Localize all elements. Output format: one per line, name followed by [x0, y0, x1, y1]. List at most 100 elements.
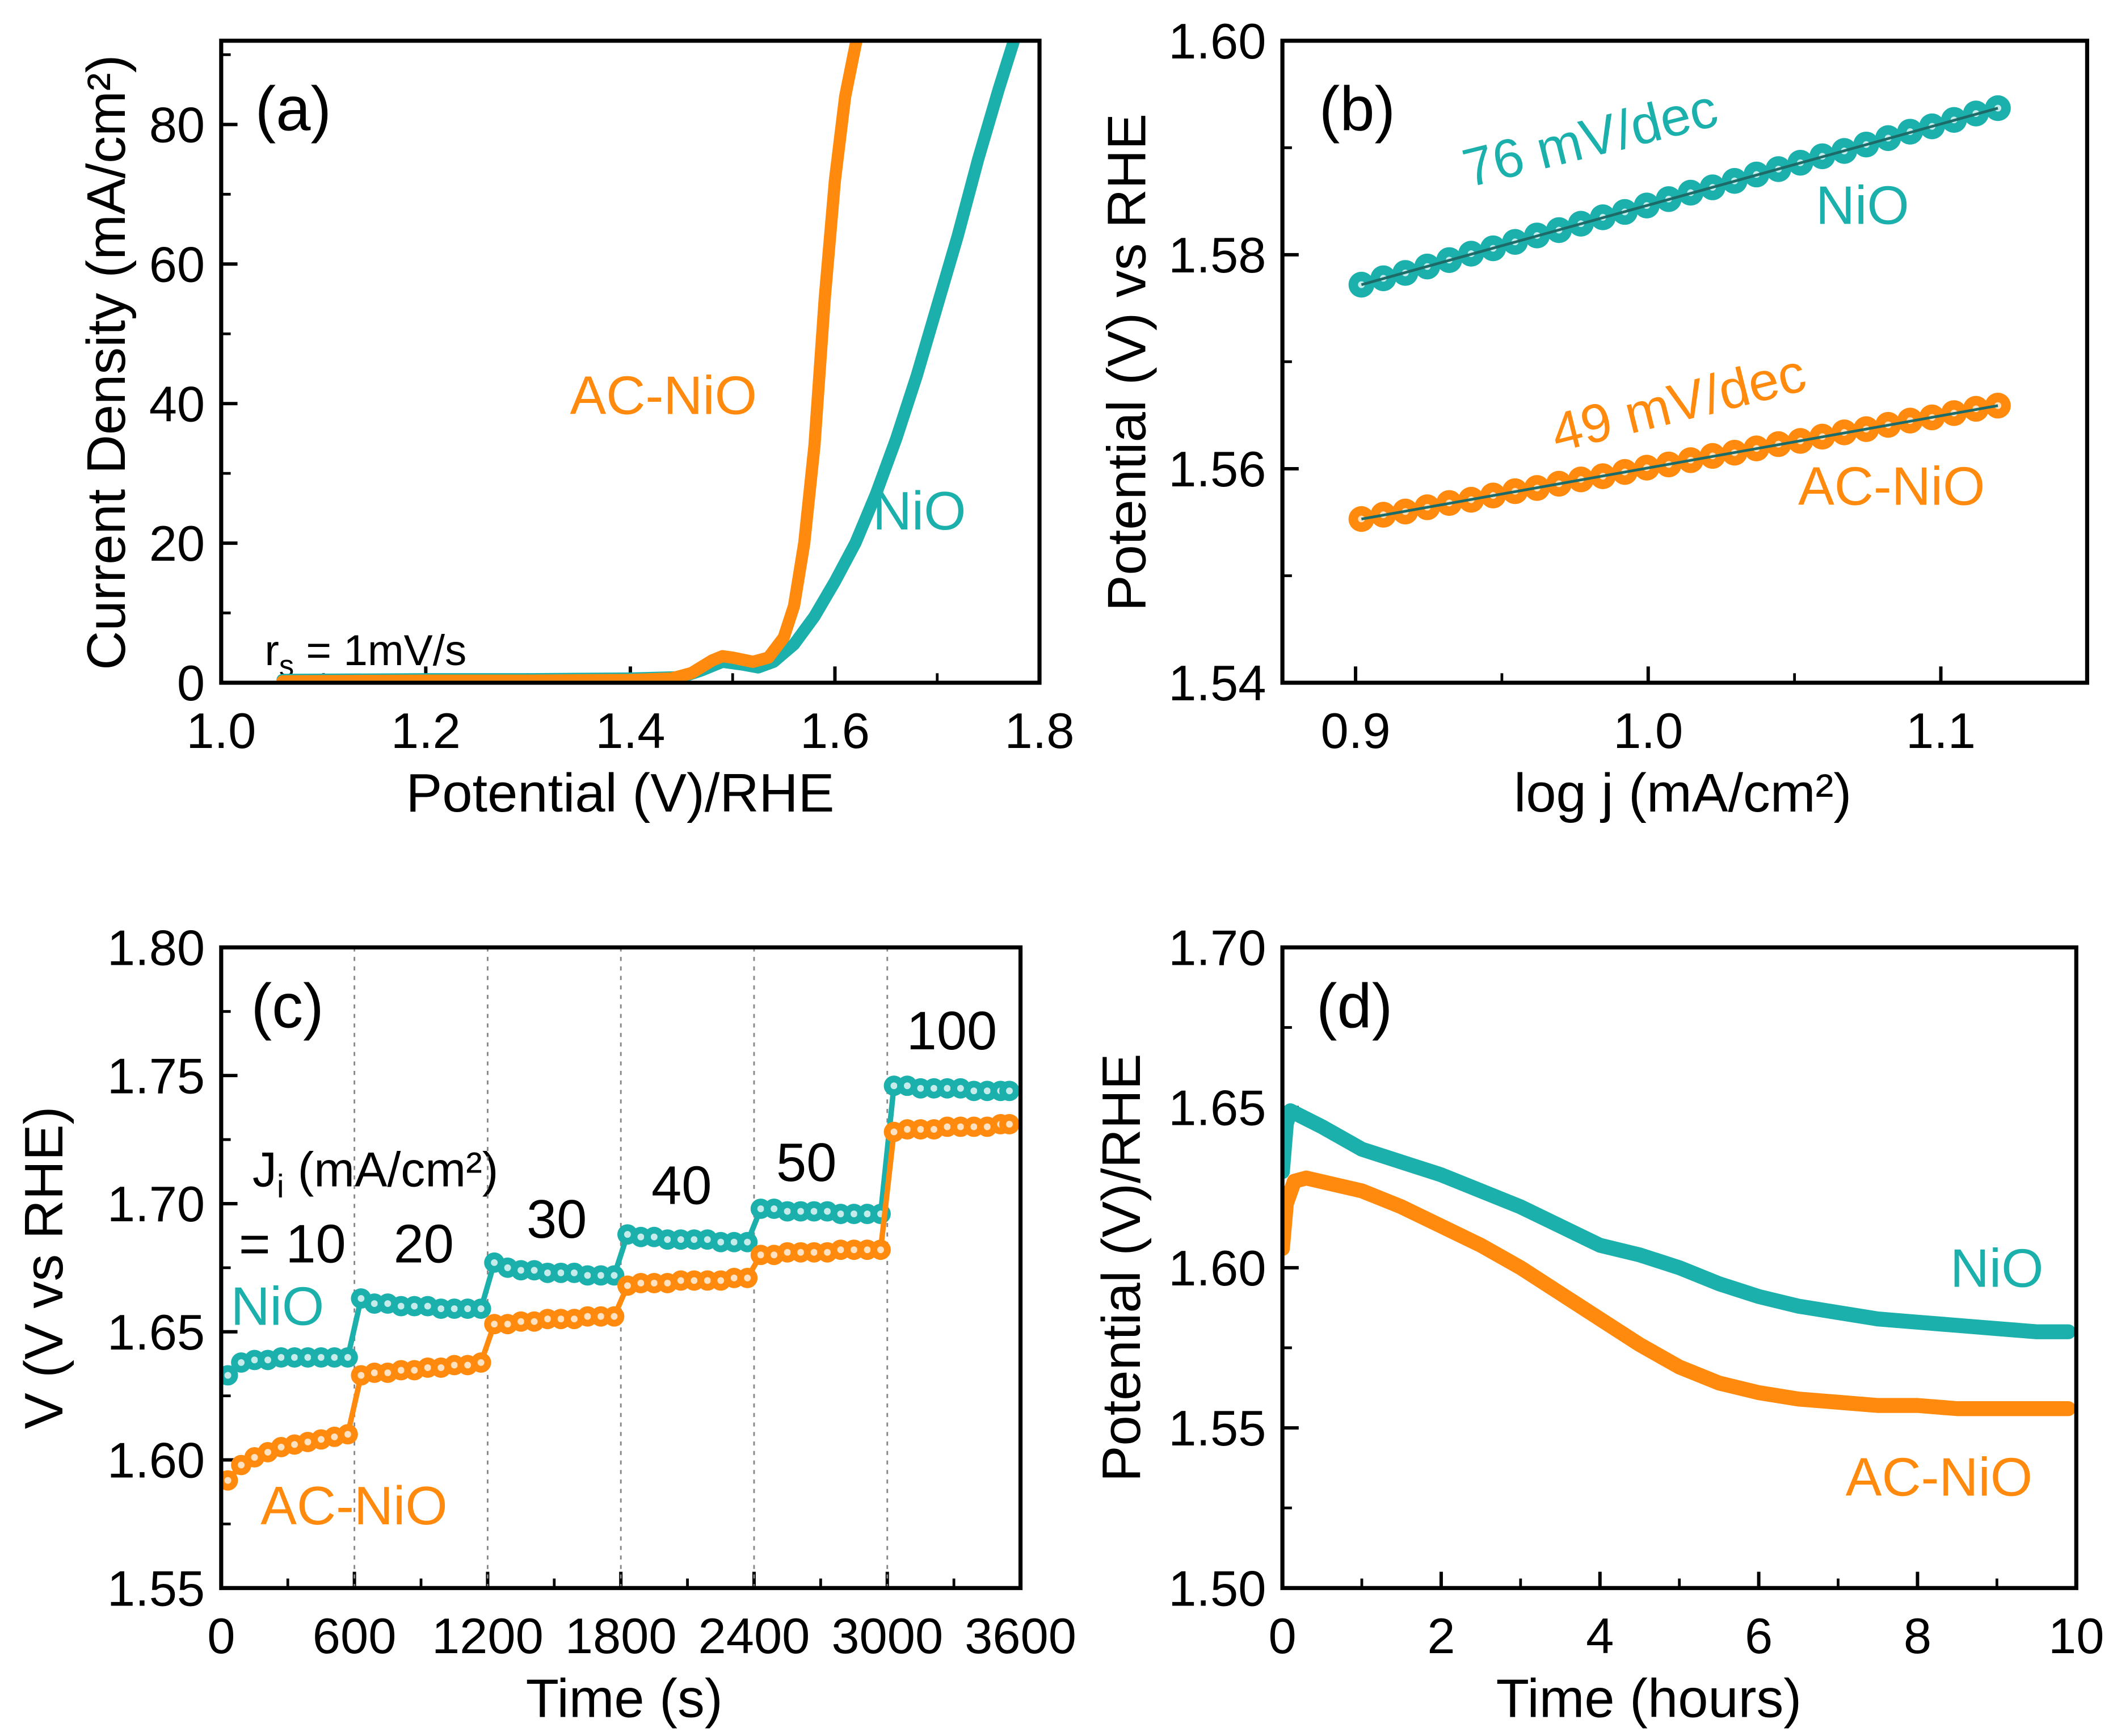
- data-point-highlight: [304, 1354, 312, 1361]
- data-point-highlight: [810, 1208, 818, 1215]
- x-tick-label: 4: [1586, 1608, 1614, 1664]
- current-label-10: = 10: [239, 1213, 346, 1274]
- x-tick-label: 2400: [698, 1608, 810, 1664]
- data-point-highlight: [611, 1313, 618, 1320]
- data-point-highlight: [637, 1233, 645, 1241]
- data-point-highlight: [757, 1251, 764, 1259]
- x-tick-label: 10: [2048, 1608, 2104, 1664]
- data-point-highlight: [384, 1369, 392, 1376]
- data-point-highlight: [917, 1126, 924, 1133]
- y-tick-label: 1.58: [1168, 227, 1266, 283]
- data-point-highlight: [331, 1433, 338, 1440]
- y-tick-label: 1.60: [107, 1432, 205, 1489]
- data-point-highlight: [557, 1269, 565, 1276]
- ac-nio-label-c: AC-NiO: [260, 1476, 447, 1536]
- ac-nio-label-b: AC-NiO: [1798, 456, 1985, 517]
- current-label-20: 20: [394, 1213, 454, 1274]
- data-point-highlight: [930, 1085, 937, 1092]
- data-point-highlight: [424, 1364, 431, 1371]
- plot-d: 0 2 4 6 8 10 1.50 1.55 1.60 1.65 1.70: [1168, 920, 2104, 1664]
- data-point-highlight: [650, 1279, 658, 1287]
- data-point-highlight: [864, 1246, 871, 1254]
- data-point-highlight: [344, 1431, 351, 1438]
- data-point-highlight: [784, 1208, 791, 1215]
- plot-frame: [1280, 39, 2089, 685]
- nio-slope-label: 76 mV/dec: [1457, 77, 1724, 199]
- data-point-highlight: [717, 1238, 725, 1246]
- data-point-highlight: [797, 1249, 805, 1256]
- ac-nio-label-d: AC-NiO: [1846, 1447, 2032, 1508]
- data-point-highlight: [317, 1354, 325, 1361]
- y-tick-label: 1.56: [1168, 441, 1266, 497]
- y-tick-label: 60: [149, 236, 205, 292]
- x-axis-title-b: log j (mA/cm²): [1514, 763, 1851, 823]
- x-tick-label: 1.0: [1613, 703, 1683, 759]
- current-density-legend: Ji (mA/cm²): [252, 1142, 499, 1204]
- data-point-highlight: [291, 1354, 298, 1361]
- data-point-highlight: [224, 1372, 232, 1379]
- nio-label-b: NiO: [1816, 175, 1909, 236]
- panel-label-a: (a): [255, 74, 331, 144]
- data-point-highlight: [664, 1279, 671, 1287]
- nio-label-c: NiO: [231, 1276, 325, 1336]
- data-point-highlight: [331, 1354, 338, 1361]
- data-point-highlight: [437, 1305, 445, 1313]
- x-tick-label: 3000: [831, 1608, 943, 1664]
- current-label-40: 40: [651, 1155, 712, 1216]
- data-point-highlight: [797, 1208, 805, 1215]
- data-point-highlight: [357, 1295, 365, 1302]
- data-point-highlight: [597, 1313, 604, 1320]
- data-point-highlight: [517, 1318, 525, 1325]
- x-tick-label: 1.1: [1906, 703, 1976, 759]
- series-group: [276, 40, 1020, 683]
- data-point-highlight: [371, 1300, 378, 1308]
- y-tick-label: 1.70: [107, 1176, 205, 1232]
- x-tick-label: 2: [1427, 1608, 1455, 1664]
- y-tick-label: 1.50: [1168, 1560, 1266, 1616]
- data-point-highlight: [1005, 1121, 1013, 1128]
- data-point-highlight: [411, 1302, 418, 1310]
- data-point-highlight: [477, 1305, 485, 1313]
- data-point-highlight: [371, 1369, 378, 1376]
- data-point-highlight: [757, 1205, 764, 1212]
- data-point-highlight: [744, 1274, 751, 1281]
- y-tick-label: 1.65: [1168, 1080, 1266, 1136]
- series-line-ac-nio: [1282, 1170, 2076, 1416]
- data-point-highlight: [571, 1269, 578, 1276]
- data-point-highlight: [864, 1210, 871, 1218]
- y-tick-label: 1.75: [107, 1048, 205, 1104]
- nio-label-a: NiO: [873, 481, 966, 541]
- series-group: [1282, 1103, 2076, 1416]
- data-point-highlight: [771, 1205, 778, 1212]
- x-axis-title-a: Potential (V)/RHE: [406, 763, 835, 823]
- y-tick-label: 1.80: [107, 920, 205, 976]
- data-point-highlight: [397, 1367, 405, 1374]
- data-point-highlight: [557, 1315, 565, 1323]
- data-point-highlight: [584, 1272, 591, 1279]
- data-point-highlight: [691, 1236, 698, 1243]
- data-point-highlight: [664, 1236, 671, 1243]
- y-tick-label: 0: [177, 655, 205, 711]
- y-tick-label: 1.70: [1168, 920, 1266, 976]
- panel-d: (d) NiO AC-NiO Time (hours) Potential (V…: [1091, 972, 2044, 1729]
- plot-c: 0 600 1200 1800 2400 3000 3600 1.55 1.60 1.65 1.70…: [107, 920, 1076, 1664]
- series-group: [1348, 95, 2011, 532]
- data-point-highlight: [824, 1208, 831, 1215]
- data-point-highlight: [744, 1238, 751, 1246]
- data-point-highlight: [411, 1367, 418, 1374]
- x-axis-title-d: Time (hours): [1496, 1668, 1802, 1729]
- ac-nio-label-a: AC-NiO: [570, 365, 757, 426]
- data-point-highlight: [464, 1361, 472, 1369]
- data-point-highlight: [784, 1249, 791, 1256]
- x-tick-label: 1.2: [391, 703, 461, 759]
- data-point-highlight: [238, 1461, 245, 1469]
- data-point-highlight: [944, 1085, 951, 1092]
- x-tick-label: 6: [1745, 1608, 1773, 1664]
- data-point-highlight: [304, 1438, 312, 1445]
- data-point-highlight: [970, 1123, 978, 1130]
- data-point-highlight: [677, 1277, 684, 1284]
- data-point-highlight: [851, 1210, 858, 1218]
- y-axis-title-b: Potential (V) vs RHE: [1097, 114, 1158, 611]
- data-point-highlight: [810, 1249, 818, 1256]
